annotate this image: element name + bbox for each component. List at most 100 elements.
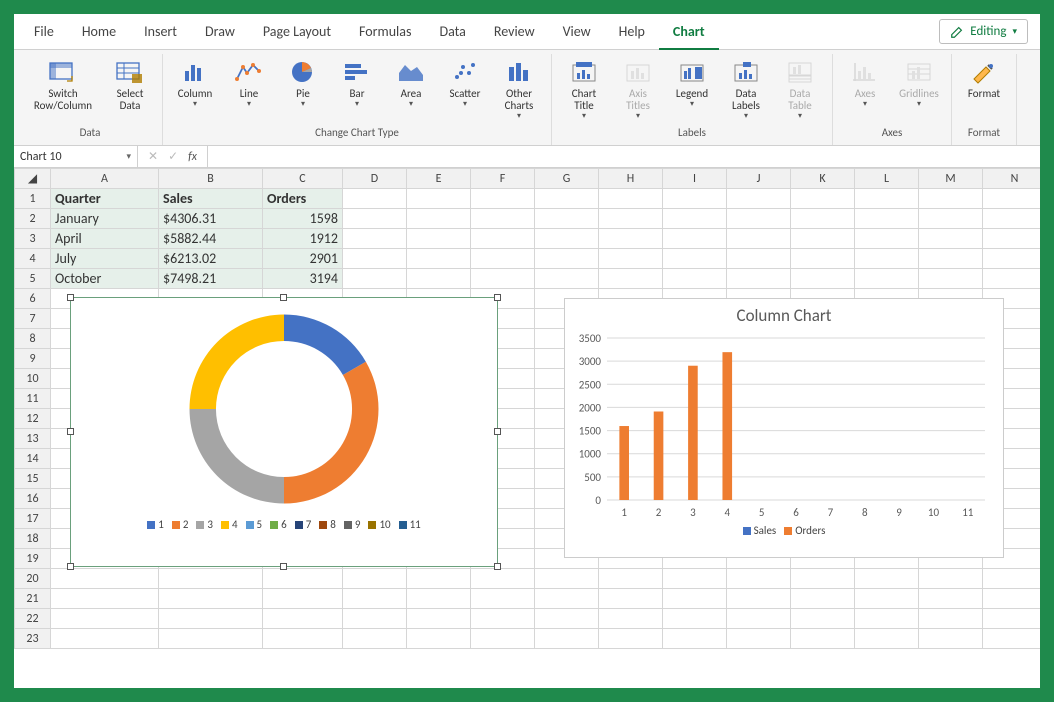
cell[interactable] [791, 269, 855, 289]
tab-page-layout[interactable]: Page Layout [249, 14, 345, 50]
cell[interactable] [471, 189, 535, 209]
ribbon-format-button[interactable]: Format [958, 56, 1010, 124]
cell[interactable] [791, 589, 855, 609]
column-header[interactable]: E [407, 169, 471, 189]
tab-draw[interactable]: Draw [191, 14, 249, 50]
column-header[interactable]: K [791, 169, 855, 189]
cell[interactable] [51, 609, 159, 629]
cell[interactable] [727, 249, 791, 269]
cell[interactable] [791, 209, 855, 229]
cell[interactable] [407, 269, 471, 289]
cell[interactable] [343, 569, 407, 589]
cell[interactable] [407, 629, 471, 649]
cell[interactable] [855, 229, 919, 249]
column-header[interactable]: N [983, 169, 1041, 189]
row-header[interactable]: 8 [15, 329, 51, 349]
cell[interactable] [343, 189, 407, 209]
column-header[interactable]: D [343, 169, 407, 189]
cell[interactable] [263, 629, 343, 649]
cell[interactable] [51, 569, 159, 589]
cell[interactable]: Orders [263, 189, 343, 209]
column-header[interactable]: I [663, 169, 727, 189]
cell[interactable] [343, 629, 407, 649]
cell[interactable] [791, 609, 855, 629]
fx-icon[interactable]: fx [188, 150, 197, 164]
tab-help[interactable]: Help [605, 14, 659, 50]
cell[interactable] [727, 569, 791, 589]
ribbon-switch-row/column-button[interactable]: SwitchRow/Column [24, 56, 102, 124]
cell[interactable] [535, 589, 599, 609]
cell[interactable]: 1598 [263, 209, 343, 229]
cell[interactable] [407, 569, 471, 589]
cell[interactable] [51, 589, 159, 609]
ribbon-scatter-button[interactable]: Scatter▾ [439, 56, 491, 124]
ribbon-pie-button[interactable]: Pie▾ [277, 56, 329, 124]
cell[interactable] [343, 269, 407, 289]
row-header[interactable]: 16 [15, 489, 51, 509]
resize-handle[interactable] [67, 294, 74, 301]
cell[interactable] [855, 629, 919, 649]
resize-handle[interactable] [494, 563, 501, 570]
cell[interactable] [919, 249, 983, 269]
cell[interactable] [535, 269, 599, 289]
cell[interactable]: 2901 [263, 249, 343, 269]
cell[interactable] [791, 569, 855, 589]
ribbon-select-data-button[interactable]: SelectData [104, 56, 156, 124]
row-header[interactable]: 22 [15, 609, 51, 629]
cell[interactable] [535, 189, 599, 209]
cell[interactable] [471, 589, 535, 609]
row-header[interactable]: 7 [15, 309, 51, 329]
cell[interactable] [791, 249, 855, 269]
column-header[interactable]: G [535, 169, 599, 189]
cell[interactable] [343, 609, 407, 629]
cell[interactable] [919, 589, 983, 609]
cell[interactable] [855, 269, 919, 289]
cell[interactable] [471, 229, 535, 249]
column-header[interactable]: L [855, 169, 919, 189]
cell[interactable] [535, 229, 599, 249]
tab-chart[interactable]: Chart [659, 14, 719, 50]
cell[interactable] [919, 609, 983, 629]
cell[interactable] [599, 189, 663, 209]
row-header[interactable]: 19 [15, 549, 51, 569]
cell[interactable] [727, 269, 791, 289]
cell[interactable] [791, 189, 855, 209]
cell[interactable] [159, 629, 263, 649]
row-header[interactable]: 2 [15, 209, 51, 229]
cell[interactable] [983, 629, 1041, 649]
cell[interactable] [855, 569, 919, 589]
cell[interactable] [159, 609, 263, 629]
cell[interactable] [599, 209, 663, 229]
cell[interactable] [855, 249, 919, 269]
resize-handle[interactable] [494, 294, 501, 301]
row-header[interactable]: 1 [15, 189, 51, 209]
row-header[interactable]: 3 [15, 229, 51, 249]
cell[interactable]: Quarter [51, 189, 159, 209]
cell[interactable] [159, 589, 263, 609]
cell[interactable]: 1912 [263, 229, 343, 249]
row-header[interactable]: 20 [15, 569, 51, 589]
cell[interactable] [535, 249, 599, 269]
ribbon-line-button[interactable]: Line▾ [223, 56, 275, 124]
row-header[interactable]: 9 [15, 349, 51, 369]
cell[interactable]: January [51, 209, 159, 229]
chart-object-column[interactable]: Column Chart 050010001500200025003000350… [564, 298, 1004, 558]
column-header[interactable]: B [159, 169, 263, 189]
ribbon-data-labels-button[interactable]: DataLabels▾ [720, 56, 772, 124]
cell[interactable] [535, 209, 599, 229]
confirm-icon[interactable]: ✓ [168, 149, 178, 164]
cell[interactable] [471, 249, 535, 269]
cell[interactable] [407, 209, 471, 229]
cell[interactable]: $6213.02 [159, 249, 263, 269]
cell[interactable]: Sales [159, 189, 263, 209]
cell[interactable] [663, 209, 727, 229]
cell[interactable] [599, 629, 663, 649]
resize-handle[interactable] [280, 294, 287, 301]
cell[interactable] [263, 609, 343, 629]
cell[interactable] [343, 209, 407, 229]
cell[interactable] [535, 629, 599, 649]
cell[interactable] [599, 609, 663, 629]
cell[interactable] [855, 609, 919, 629]
cell[interactable] [919, 629, 983, 649]
cell[interactable] [727, 589, 791, 609]
